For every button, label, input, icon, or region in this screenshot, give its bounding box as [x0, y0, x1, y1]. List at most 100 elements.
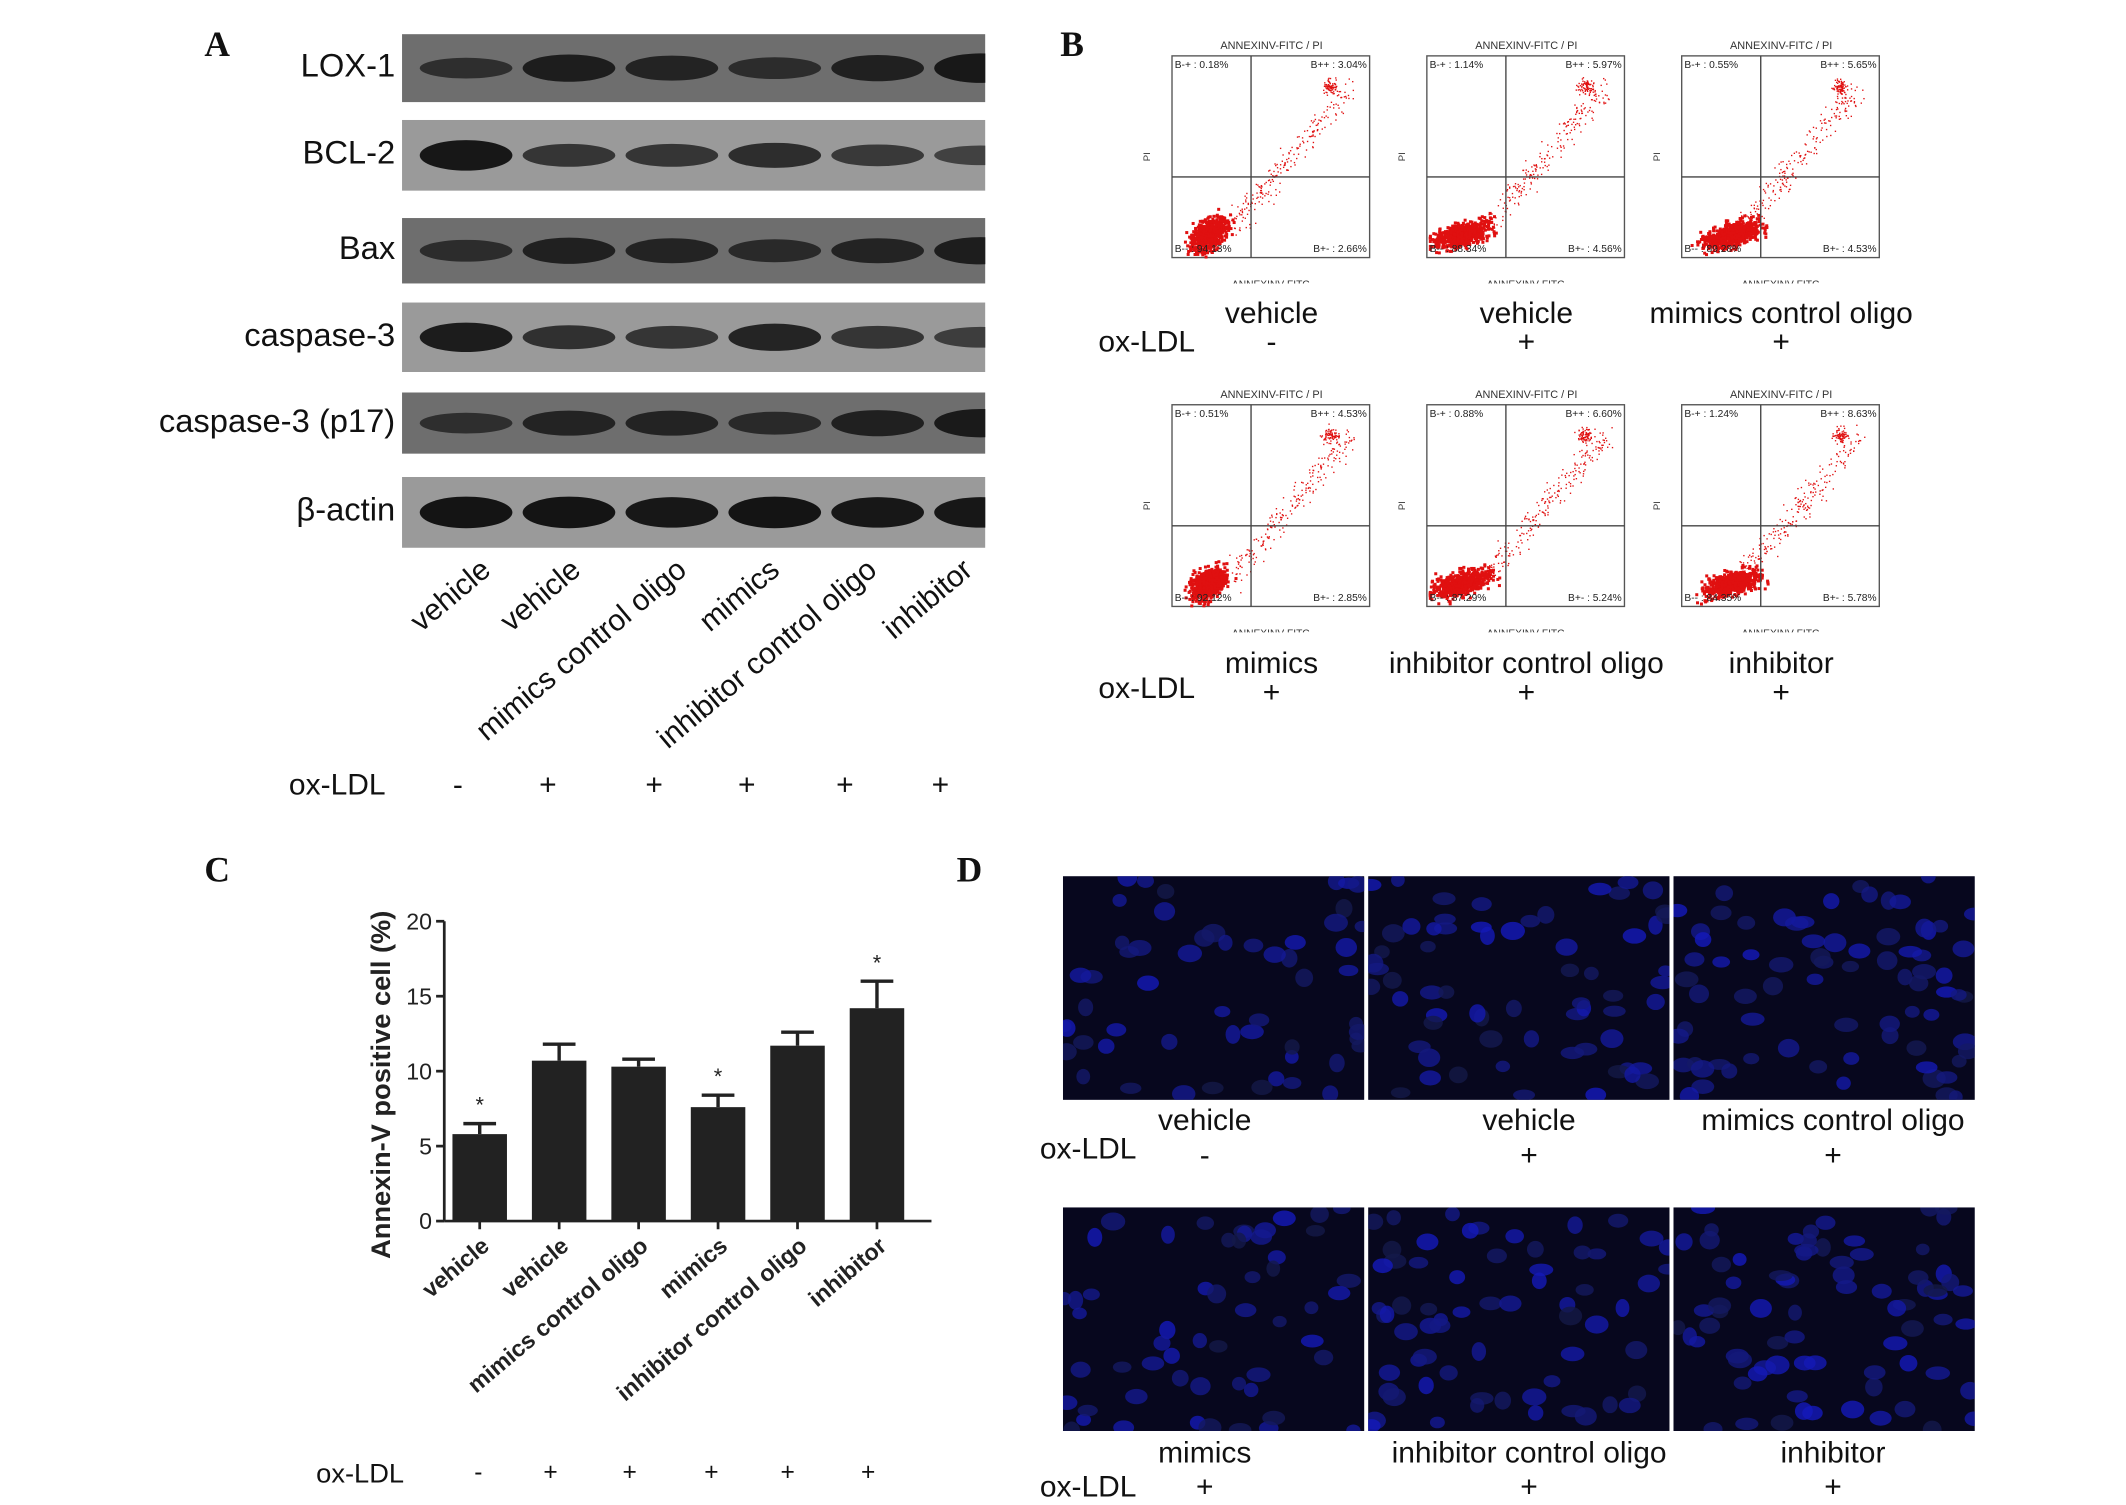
event-dot	[1206, 221, 1209, 224]
lane-label: vehicle	[493, 552, 587, 639]
event-dot	[1325, 430, 1326, 431]
event-dot	[1326, 88, 1327, 89]
event-dot	[1547, 507, 1548, 508]
event-dot	[1261, 190, 1262, 191]
event-dot	[1762, 205, 1763, 206]
event-dot	[1489, 574, 1490, 575]
event-dot	[1581, 87, 1582, 88]
event-dot	[1209, 578, 1212, 581]
event-dot	[1581, 450, 1582, 451]
event-dot	[1821, 123, 1822, 124]
event-dot	[1840, 79, 1841, 80]
event-dot	[1804, 157, 1805, 158]
event-dot	[1548, 151, 1549, 152]
event-dot	[1301, 482, 1302, 483]
event-dot	[1335, 429, 1336, 430]
event-dot	[1498, 553, 1499, 554]
event-dot	[1581, 438, 1582, 439]
event-dot	[1560, 502, 1561, 503]
event-dot	[1264, 195, 1265, 196]
event-dot	[1507, 547, 1508, 548]
event-dot	[1592, 450, 1593, 451]
event-dot	[1587, 88, 1588, 89]
event-dot	[1317, 124, 1318, 125]
event-dot	[1568, 482, 1569, 483]
event-dot	[1778, 163, 1779, 164]
event-dot	[1591, 118, 1592, 119]
event-dot	[1522, 188, 1523, 189]
event-dot	[1488, 227, 1491, 230]
event-dot	[1348, 442, 1349, 443]
event-dot	[1315, 489, 1316, 490]
event-dot	[1290, 150, 1291, 151]
event-dot	[1252, 194, 1253, 195]
event-dot	[1566, 484, 1567, 485]
event-dot	[1794, 160, 1795, 161]
event-dot	[1483, 216, 1486, 219]
event-dot	[1299, 499, 1300, 500]
event-dot	[1578, 123, 1579, 124]
event-dot	[1586, 427, 1587, 428]
event-dot	[1485, 573, 1488, 576]
event-dot	[1595, 93, 1596, 94]
event-dot	[1484, 230, 1485, 231]
event-dot	[1206, 228, 1209, 231]
event-dot	[1826, 136, 1827, 137]
event-dot	[1316, 125, 1317, 126]
event-dot	[1797, 162, 1798, 163]
event-dot	[1329, 83, 1330, 84]
event-dot	[1605, 438, 1606, 439]
event-dot	[1598, 454, 1599, 455]
event-dot	[1579, 125, 1580, 126]
event-dot	[1602, 432, 1603, 433]
event-dot	[1791, 155, 1792, 156]
event-dot	[1794, 153, 1795, 154]
event-dot	[1324, 457, 1325, 458]
event-dot	[1300, 144, 1301, 145]
event-dot	[1330, 106, 1331, 107]
event-dot	[1441, 239, 1444, 242]
event-dot	[1444, 584, 1447, 587]
event-dot	[1770, 183, 1771, 184]
event-dot	[1223, 572, 1224, 573]
event-dot	[1190, 577, 1193, 580]
event-dot	[1702, 235, 1705, 238]
event-dot	[1270, 548, 1271, 549]
event-dot	[1261, 185, 1262, 186]
event-dot	[1479, 222, 1482, 225]
event-dot	[1741, 216, 1744, 219]
event-dot	[1294, 486, 1295, 487]
event-dot	[1318, 457, 1319, 458]
event-dot	[1570, 485, 1571, 486]
event-dot	[1338, 433, 1339, 434]
event-dot	[1530, 528, 1531, 529]
event-dot	[1538, 505, 1539, 506]
event-dot	[1335, 458, 1336, 459]
event-dot	[1217, 215, 1220, 218]
event-dot	[1245, 218, 1246, 219]
event-dot	[1583, 473, 1584, 474]
event-dot	[1824, 122, 1825, 123]
event-dot	[1487, 224, 1488, 225]
event-dot	[1715, 240, 1718, 243]
event-dot	[1247, 549, 1248, 550]
event-dot	[1568, 475, 1569, 476]
event-dot	[1542, 511, 1543, 512]
event-dot	[1605, 102, 1606, 103]
event-dot	[1589, 457, 1590, 458]
event-dot	[1829, 120, 1830, 121]
event-dot	[1839, 103, 1840, 104]
event-dot	[1223, 566, 1226, 569]
event-dot	[1845, 94, 1846, 95]
event-dot	[1195, 577, 1198, 580]
event-dot	[1570, 472, 1571, 473]
event-dot	[1288, 152, 1289, 153]
event-dot	[1592, 99, 1593, 100]
event-dot	[1280, 168, 1281, 169]
event-dot	[1344, 92, 1345, 93]
event-dot	[1576, 89, 1577, 90]
event-dot	[1312, 484, 1313, 485]
event-dot	[1328, 433, 1329, 434]
event-dot	[1536, 515, 1537, 516]
event-dot	[1602, 91, 1603, 92]
